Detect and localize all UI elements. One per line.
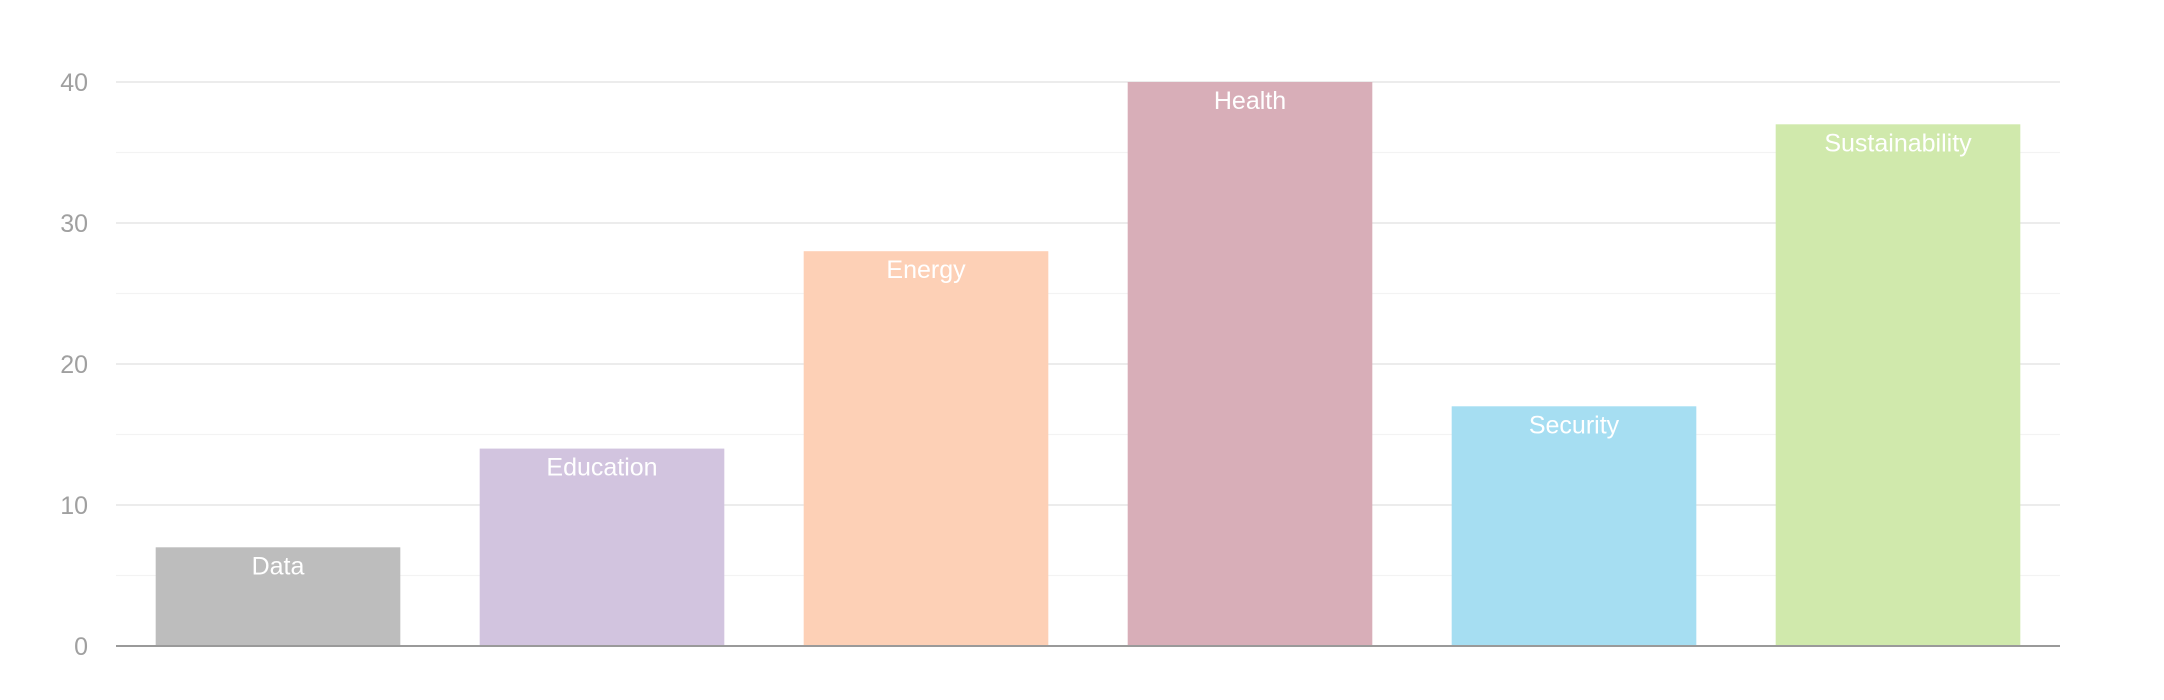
y-tick-label: 20 [60, 351, 88, 379]
y-tick-label: 30 [60, 210, 88, 238]
bar-label-data: Data [252, 552, 305, 580]
y-tick-label: 10 [60, 492, 88, 520]
bar-label-health: Health [1214, 87, 1286, 115]
bar-data [155, 547, 401, 646]
bar-security [1451, 406, 1697, 646]
y-tick-label: 0 [74, 633, 88, 661]
y-tick-label: 40 [60, 69, 88, 97]
bar-label-security: Security [1529, 411, 1620, 439]
axes: 0 10 20 30 40 [60, 69, 2060, 661]
bar-sustainability [1775, 124, 2021, 647]
gridlines [116, 81, 2060, 577]
bar-education [479, 448, 725, 646]
bar-health [1127, 82, 1373, 646]
bars [155, 82, 2021, 647]
bar-labels: Data Education Energy Health Security Sustain… [252, 87, 1973, 580]
bar-label-education: Education [546, 454, 657, 482]
bar-energy [803, 251, 1049, 646]
bar-label-sustainability: Sustainability [1824, 129, 1972, 157]
bar-label-energy: Energy [886, 256, 966, 284]
